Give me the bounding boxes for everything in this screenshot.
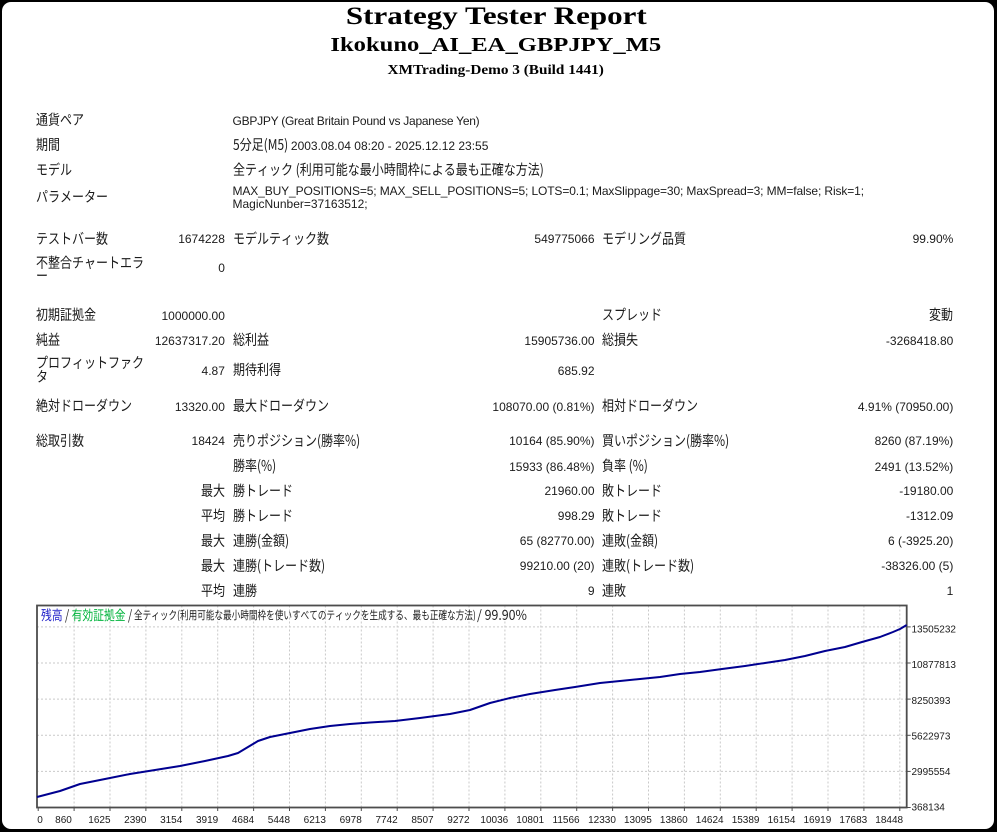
svg-text:18448: 18448 (875, 815, 903, 826)
svg-text:12330: 12330 (588, 815, 616, 826)
svg-text:8250393: 8250393 (912, 696, 951, 707)
svg-text:10877813: 10877813 (912, 660, 957, 671)
svg-text:2390: 2390 (124, 815, 147, 826)
svg-text:13095: 13095 (624, 815, 652, 826)
svg-text:17683: 17683 (839, 815, 867, 826)
svg-text:860: 860 (55, 815, 72, 826)
svg-text:10801: 10801 (516, 815, 544, 826)
svg-text:15389: 15389 (732, 815, 760, 826)
svg-text:3154: 3154 (160, 815, 183, 826)
svg-text:2995554: 2995554 (912, 767, 951, 778)
svg-text:16154: 16154 (768, 815, 796, 826)
svg-text:4684: 4684 (232, 815, 255, 826)
svg-text:0: 0 (37, 815, 43, 826)
svg-text:8507: 8507 (411, 815, 434, 826)
svg-text:16919: 16919 (803, 815, 831, 826)
svg-text:3919: 3919 (196, 815, 219, 826)
svg-text:5622973: 5622973 (912, 731, 951, 742)
svg-text:10036: 10036 (480, 815, 508, 826)
svg-text:1625: 1625 (88, 815, 111, 826)
svg-text:368134: 368134 (912, 803, 946, 814)
svg-text:6978: 6978 (340, 815, 363, 826)
svg-text:9272: 9272 (447, 815, 470, 826)
svg-text:14624: 14624 (696, 815, 724, 826)
svg-text:11566: 11566 (553, 815, 581, 826)
svg-text:5448: 5448 (268, 815, 291, 826)
svg-text:7742: 7742 (375, 815, 398, 826)
svg-text:13505232: 13505232 (912, 625, 957, 636)
svg-text:6213: 6213 (304, 815, 327, 826)
svg-text:13860: 13860 (660, 815, 688, 826)
